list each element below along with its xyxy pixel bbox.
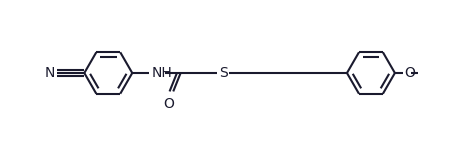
Text: N: N <box>45 66 55 80</box>
Text: O: O <box>404 66 415 80</box>
Text: NH: NH <box>152 66 172 80</box>
Text: O: O <box>163 97 174 111</box>
Text: S: S <box>219 66 227 80</box>
